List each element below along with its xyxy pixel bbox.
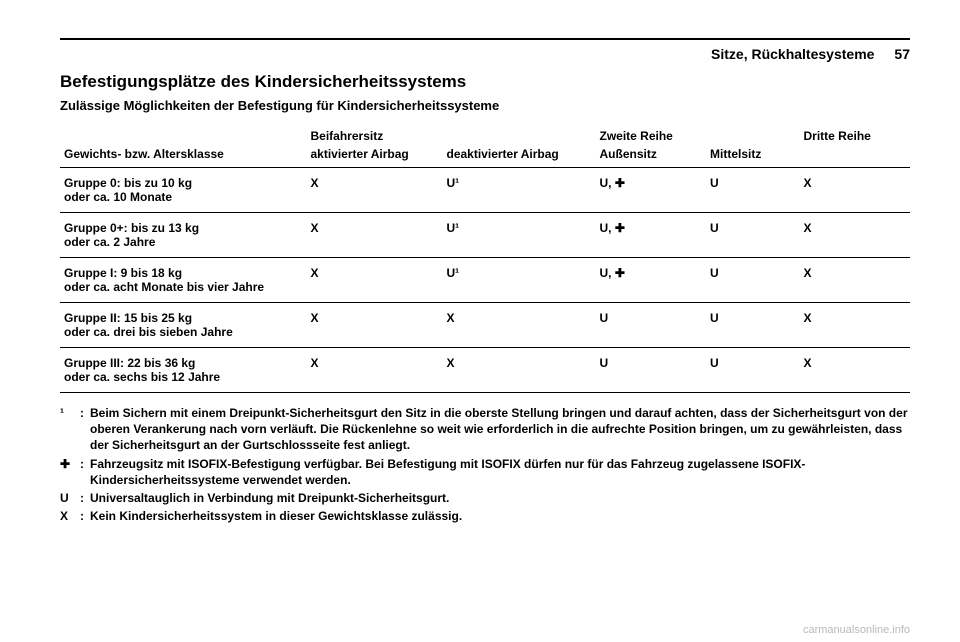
- footnote-colon: :: [80, 490, 90, 506]
- col-header-mid: Mittelsitz: [706, 145, 800, 168]
- col-header-row3: Dritte Reihe: [800, 127, 911, 145]
- col-header-front: Beifahrersitz: [307, 127, 596, 145]
- col-header-row3b: [800, 145, 911, 168]
- footnote-text: Beim Sichern mit einem Dreipunkt-Sicherh…: [90, 405, 910, 454]
- footnote-text: Fahrzeugsitz mit ISOFIX-Befestigung verf…: [90, 456, 910, 488]
- cell-c1: X: [307, 303, 443, 348]
- footnote-key: X: [60, 508, 80, 524]
- footnote-colon: :: [80, 508, 90, 524]
- cell-c1: X: [307, 258, 443, 303]
- table-row: Gruppe 0+: bis zu 13 kg oder ca. 2 Jahre…: [60, 213, 910, 258]
- table-row: Gruppe II: 15 bis 25 kg oder ca. drei bi…: [60, 303, 910, 348]
- cell-c5: X: [800, 348, 911, 393]
- footnote: U : Universaltauglich in Verbindung mit …: [60, 490, 910, 506]
- page-container: Sitze, Rückhaltesysteme 57 Befestigungsp…: [0, 0, 960, 642]
- cell-c2: U¹: [443, 258, 596, 303]
- cell-label: Gruppe 0+: bis zu 13 kg oder ca. 2 Jahre: [60, 213, 307, 258]
- footnote-key: U: [60, 490, 80, 506]
- cell-c1: X: [307, 168, 443, 213]
- page-title: Befestigungsplätze des Kindersicherheits…: [60, 72, 910, 92]
- col-header-row2: Zweite Reihe: [596, 127, 800, 145]
- group-sub: oder ca. sechs bis 12 Jahre: [64, 370, 220, 384]
- footnote-text: Universaltauglich in Verbindung mit Drei…: [90, 490, 910, 506]
- cell-c2: X: [443, 303, 596, 348]
- cell-label: Gruppe II: 15 bis 25 kg oder ca. drei bi…: [60, 303, 307, 348]
- cell-c3: U, ✚: [596, 213, 707, 258]
- col-header-outer: Außensitz: [596, 145, 707, 168]
- watermark: carmanualsonline.info: [803, 624, 910, 636]
- table-row: Gruppe 0: bis zu 10 kg oder ca. 10 Monat…: [60, 168, 910, 213]
- cell-c4: U: [706, 213, 800, 258]
- footnote-text: Kein Kindersicherheitssystem in dieser G…: [90, 508, 910, 524]
- group-sub: oder ca. acht Monate bis vier Jahre: [64, 280, 264, 294]
- cell-c3: U, ✚: [596, 168, 707, 213]
- running-header: Sitze, Rückhaltesysteme 57: [60, 46, 910, 62]
- footnote-colon: :: [80, 456, 90, 488]
- footnote: ¹ : Beim Sichern mit einem Dreipunkt-Sic…: [60, 405, 910, 454]
- group-label: Gruppe III: 22 bis 36 kg: [64, 356, 195, 370]
- cell-c1: X: [307, 348, 443, 393]
- cell-c1: X: [307, 213, 443, 258]
- footnotes: ¹ : Beim Sichern mit einem Dreipunkt-Sic…: [60, 405, 910, 524]
- cell-c2: U¹: [443, 168, 596, 213]
- cell-c2: U¹: [443, 213, 596, 258]
- group-label: Gruppe I: 9 bis 18 kg: [64, 266, 182, 280]
- group-label: Gruppe 0: bis zu 10 kg: [64, 176, 192, 190]
- footnote: X : Kein Kindersicherheitssystem in dies…: [60, 508, 910, 524]
- cell-c4: U: [706, 348, 800, 393]
- cell-c4: U: [706, 258, 800, 303]
- page-number: 57: [894, 46, 910, 62]
- col-header-active: aktivierter Airbag: [307, 145, 443, 168]
- cell-c4: U: [706, 168, 800, 213]
- col-header-empty: [60, 127, 307, 145]
- cell-label: Gruppe I: 9 bis 18 kg oder ca. acht Mona…: [60, 258, 307, 303]
- cell-c3: U: [596, 303, 707, 348]
- top-rule: [60, 38, 910, 40]
- table-row: Gruppe III: 22 bis 36 kg oder ca. sechs …: [60, 348, 910, 393]
- col-header-deact: deaktivierter Airbag: [443, 145, 596, 168]
- cell-c2: X: [443, 348, 596, 393]
- cell-c5: X: [800, 303, 911, 348]
- cell-c5: X: [800, 168, 911, 213]
- footnote: ✚ : Fahrzeugsitz mit ISOFIX-Befestigung …: [60, 456, 910, 488]
- col-header-weight: Gewichts- bzw. Altersklasse: [60, 145, 307, 168]
- footnote-key: ¹: [60, 405, 80, 454]
- cell-c3: U, ✚: [596, 258, 707, 303]
- footnote-key: ✚: [60, 456, 80, 488]
- table-row: Gruppe I: 9 bis 18 kg oder ca. acht Mona…: [60, 258, 910, 303]
- restraint-table: Beifahrersitz Zweite Reihe Dritte Reihe …: [60, 127, 910, 393]
- cell-c5: X: [800, 258, 911, 303]
- footnote-colon: :: [80, 405, 90, 454]
- table-body: Gruppe 0: bis zu 10 kg oder ca. 10 Monat…: [60, 168, 910, 394]
- cell-c4: U: [706, 303, 800, 348]
- cell-label: Gruppe 0: bis zu 10 kg oder ca. 10 Monat…: [60, 168, 307, 213]
- section-name: Sitze, Rückhaltesysteme: [711, 46, 874, 62]
- page-subtitle: Zulässige Möglichkeiten der Befestigung …: [60, 98, 910, 113]
- cell-c3: U: [596, 348, 707, 393]
- table-end-rule-row: [60, 393, 910, 394]
- cell-c5: X: [800, 213, 911, 258]
- group-sub: oder ca. drei bis sieben Jahre: [64, 325, 233, 339]
- group-label: Gruppe II: 15 bis 25 kg: [64, 311, 192, 325]
- group-label: Gruppe 0+: bis zu 13 kg: [64, 221, 199, 235]
- group-sub: oder ca. 2 Jahre: [64, 235, 155, 249]
- group-sub: oder ca. 10 Monate: [64, 190, 172, 204]
- cell-label: Gruppe III: 22 bis 36 kg oder ca. sechs …: [60, 348, 307, 393]
